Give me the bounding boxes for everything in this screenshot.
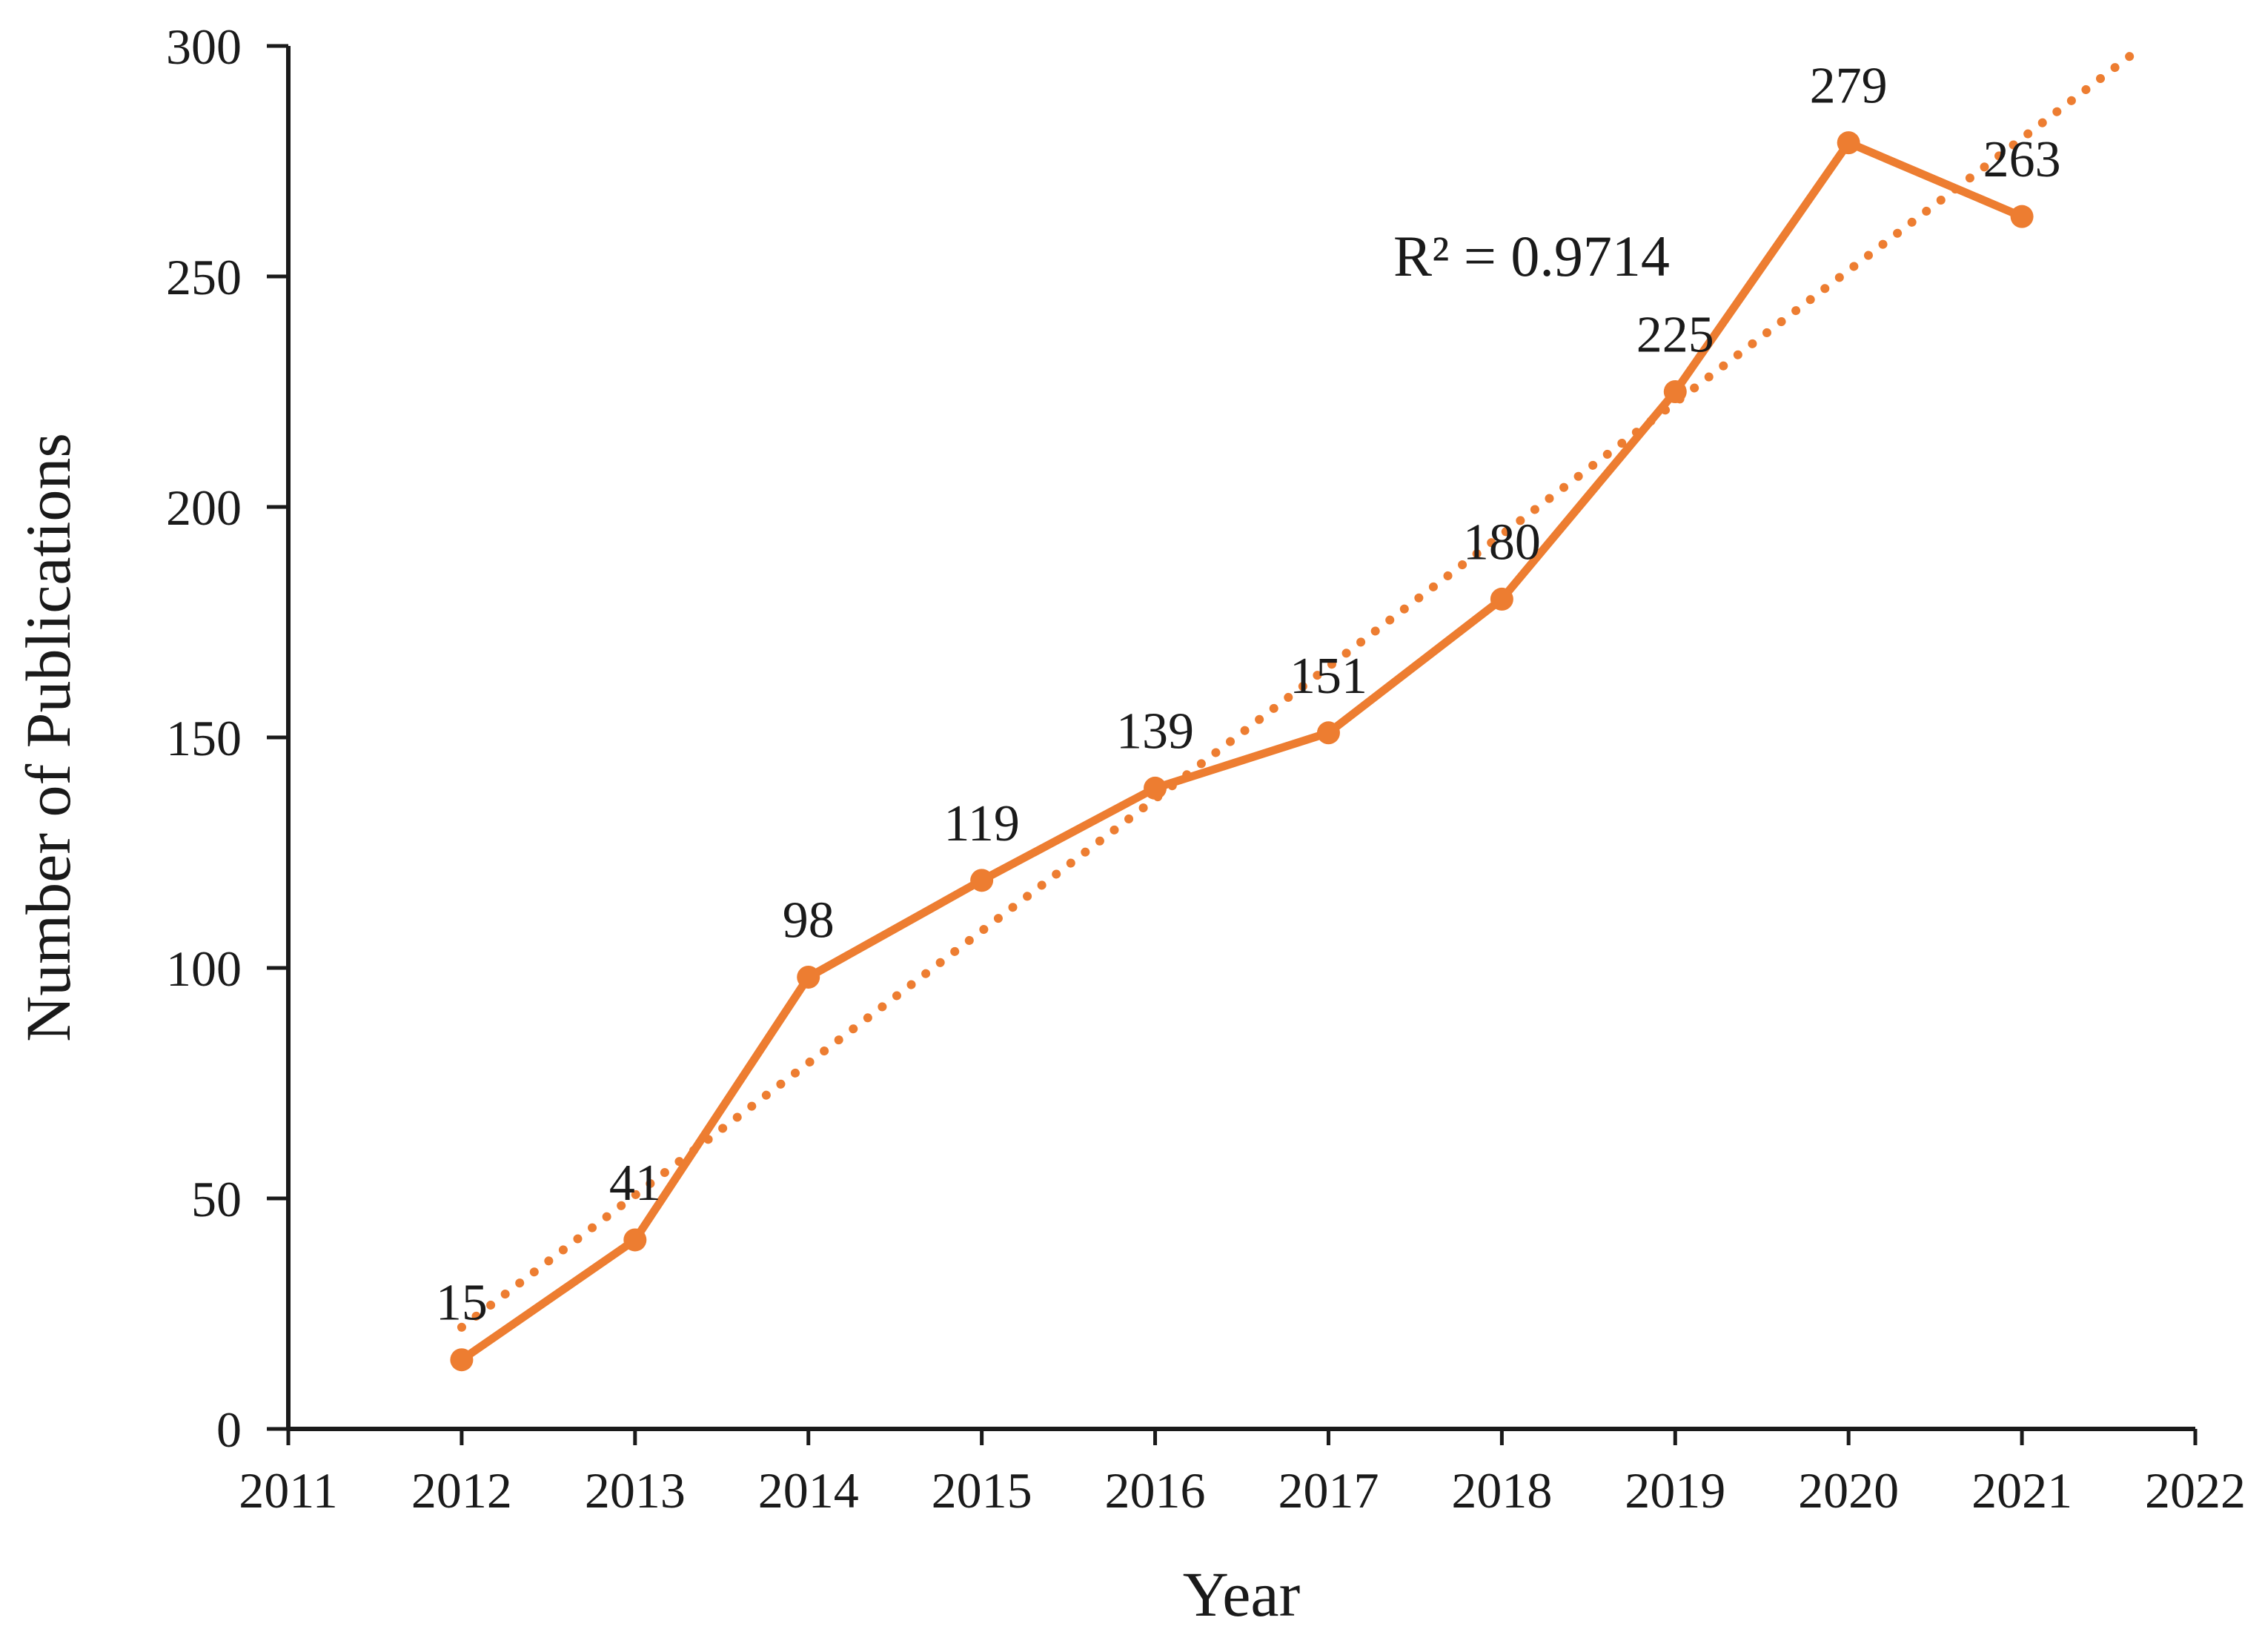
data-point-label: 225: [1636, 307, 1714, 364]
x-axis-tick-label: 2022: [2145, 1462, 2246, 1519]
r-squared-label: R² = 0.9714: [1393, 224, 1670, 288]
data-point-marker: [1316, 721, 1340, 745]
data-point-label: 279: [1810, 58, 1888, 115]
x-axis-tick-label: 2013: [585, 1462, 686, 1519]
data-point-label: 151: [1290, 648, 1367, 705]
data-point-label: 263: [1983, 131, 2061, 188]
y-axis-title: Number of Publications: [13, 433, 84, 1042]
data-point-label: 180: [1463, 514, 1541, 571]
data-point-marker: [1663, 380, 1687, 403]
data-point-label: 15: [436, 1275, 488, 1332]
x-axis-tick-label: 2016: [1105, 1462, 1206, 1519]
x-axis-tick-label: 2015: [932, 1462, 1032, 1519]
series-line: [457, 139, 2026, 1364]
x-axis-tick-label: 2018: [1451, 1462, 1552, 1519]
y-axis-tick-label: 0: [216, 1401, 242, 1458]
data-point-label: 139: [1116, 703, 1194, 760]
axes-layer: 0 50 100 150 200 250 300 2011 2012 2013 2014 2015 20…: [166, 19, 2246, 1519]
data-labels-layer: 15 41 98 119 139 151 180 225 279 263: [436, 58, 2061, 1332]
y-axis-tick-label: 50: [191, 1171, 242, 1227]
data-point-marker: [970, 869, 994, 892]
data-point-marker: [450, 1348, 474, 1372]
y-axis-tick-label: 150: [166, 710, 242, 766]
x-axis-tick-label: 2011: [239, 1462, 337, 1519]
trendline-layer: [457, 42, 2146, 1332]
x-axis-tick-label: 2017: [1278, 1462, 1379, 1519]
x-axis-tick-label: 2019: [1625, 1462, 1725, 1519]
data-point-marker: [1490, 587, 1513, 611]
y-axis-tick-label: 300: [166, 19, 242, 75]
x-axis-tick-label: 2020: [1798, 1462, 1899, 1519]
y-axis-tick-label: 100: [166, 941, 242, 997]
trendline-dotted: [457, 42, 2146, 1332]
data-point-label: 41: [609, 1155, 661, 1212]
data-point-marker: [1144, 776, 1167, 800]
data-point-marker: [2010, 205, 2034, 228]
data-point-label: 119: [943, 795, 1019, 852]
series-layer: [450, 131, 2034, 1372]
y-axis-tick-label: 200: [166, 480, 242, 536]
x-axis-tick-label: 2021: [1971, 1462, 2072, 1519]
data-point-marker: [797, 965, 820, 989]
y-axis-tick-label: 250: [166, 249, 242, 305]
data-point-marker: [1837, 131, 1860, 155]
data-point-marker: [623, 1228, 647, 1252]
x-axis-tick-label: 2012: [411, 1462, 512, 1519]
x-axis-tick-label: 2014: [758, 1462, 859, 1519]
data-point-label: 98: [783, 892, 835, 949]
x-axis-title: Year: [1183, 1559, 1300, 1630]
